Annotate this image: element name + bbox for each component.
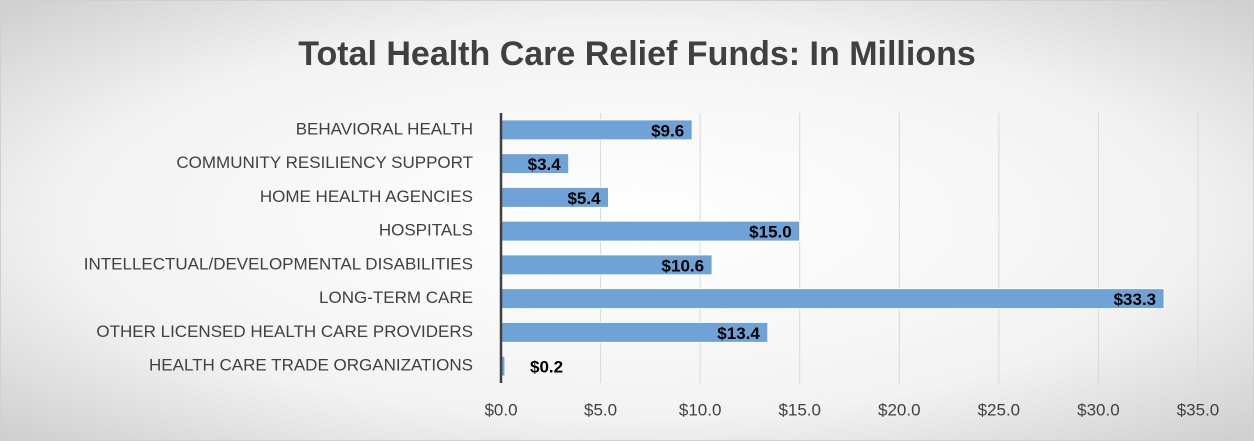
- y-tick-label: HEALTH CARE TRADE ORGANIZATIONS: [149, 356, 473, 375]
- data-label: $10.6: [662, 256, 705, 275]
- data-label: $13.4: [717, 324, 760, 343]
- x-tick-label: $15.0: [778, 400, 821, 419]
- x-tick-label: $20.0: [878, 400, 921, 419]
- x-tick-label: $0.0: [484, 400, 517, 419]
- chart-title: Total Health Care Relief Funds: In Milli…: [298, 35, 976, 73]
- y-tick-label: HOME HEALTH AGENCIES: [260, 187, 473, 206]
- y-tick-label: INTELLECTUAL/DEVELOPMENTAL DISABILITIES: [84, 254, 473, 273]
- data-label: $9.6: [651, 121, 684, 140]
- data-label: $0.2: [530, 358, 563, 377]
- y-tick-label: LONG-TERM CARE: [319, 288, 473, 307]
- y-tick-label: OTHER LICENSED HEALTH CARE PROVIDERS: [96, 322, 473, 341]
- y-tick-label: HOSPITALS: [379, 221, 473, 240]
- y-tick-label: COMMUNITY RESILIENCY SUPPORT: [176, 153, 473, 172]
- x-tick-label: $30.0: [1077, 400, 1120, 419]
- data-label: $15.0: [749, 223, 792, 242]
- data-label: $33.3: [1114, 290, 1157, 309]
- bar: [500, 288, 1165, 310]
- x-tick-label: $5.0: [584, 400, 617, 419]
- y-tick-label: BEHAVIORAL HEALTH: [296, 119, 473, 138]
- x-tick-label: $10.0: [679, 400, 722, 419]
- x-tick-label: $25.0: [978, 400, 1021, 419]
- x-tick-label: $35.0: [1177, 400, 1220, 419]
- data-label: $5.4: [567, 189, 601, 208]
- data-label: $3.4: [528, 155, 562, 174]
